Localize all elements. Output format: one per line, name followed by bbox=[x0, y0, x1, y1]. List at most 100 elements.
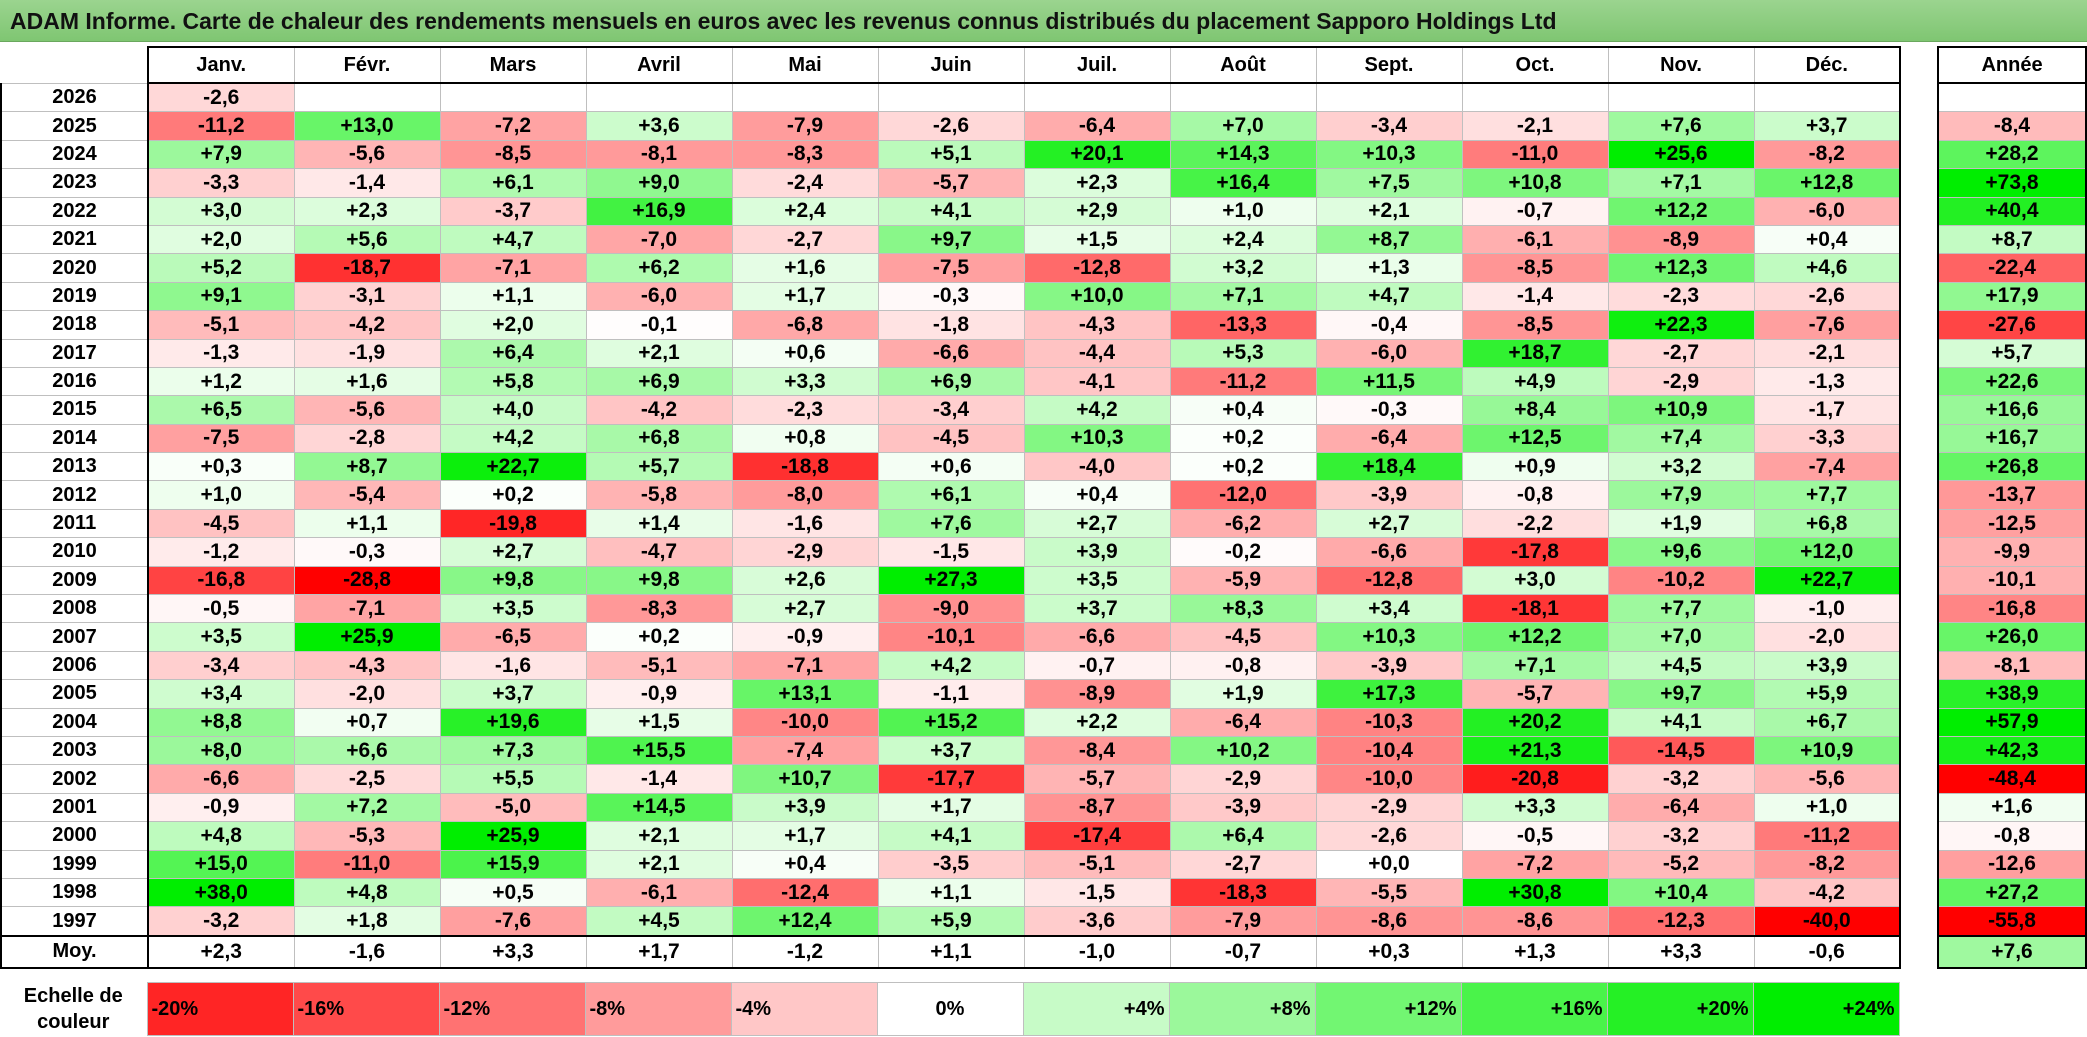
heatmap-cell: -4,2 bbox=[293, 310, 441, 340]
heatmap-cell: +6,2 bbox=[585, 253, 733, 283]
heatmap-cell: -2,0 bbox=[1753, 622, 1901, 652]
heatmap-cell: +3,5 bbox=[147, 622, 295, 652]
heatmap-cell: +3,5 bbox=[439, 594, 587, 624]
header-corner bbox=[1, 47, 149, 83]
heatmap-cell: -1,4 bbox=[1461, 281, 1609, 312]
heatmap-cell: -5,3 bbox=[293, 821, 441, 851]
table-row: 2011 -4,5 +1,1 -19,8 +1,4 -1,6 +7,6 +2,7 -6,2 +2,… bbox=[0, 508, 1901, 539]
table-row: 2009 -16,8 -28,8 +9,8 +9,8 +2,6 +27,3 +3,5 -5,9-… bbox=[0, 565, 1901, 596]
heatmap-cell: +22,7 bbox=[439, 452, 587, 482]
heatmap-cell: +10,2 bbox=[1169, 735, 1317, 766]
heatmap-cell: -5,6 bbox=[293, 395, 441, 425]
heatmap-cell: -3,9 bbox=[1315, 480, 1463, 510]
heatmap-cell: +7,0 bbox=[1607, 622, 1755, 652]
heatmap-cell: +7,6 bbox=[877, 508, 1025, 539]
heatmap-cell: +11,5 bbox=[1315, 366, 1463, 397]
heatmap-cell: +9,0 bbox=[585, 168, 733, 198]
annual-cell: +22,6 bbox=[1937, 366, 2087, 397]
heatmap-cell: +2,4 bbox=[1169, 224, 1317, 255]
heatmap-cell: -11,0 bbox=[293, 849, 441, 879]
heatmap-cell: -0,5 bbox=[1461, 821, 1609, 851]
year-label: 2000 bbox=[0, 821, 149, 851]
table-row: 1997 -3,2 +1,8 -7,6 +4,5 +12,4 +5,9 -3,6 -7,9 -8,… bbox=[0, 906, 1901, 937]
year-label: 2020 bbox=[0, 253, 149, 283]
heatmap-cell: -8,2 bbox=[1753, 849, 1901, 879]
heatmap-cell: +8,3 bbox=[1169, 594, 1317, 624]
table-row: 2003 +8,0 +6,6 +7,3 +15,5 -7,4 +3,7 -8,4 +10,2 -1… bbox=[0, 735, 1901, 766]
heatmap-cell: -5,1 bbox=[147, 310, 295, 340]
heatmap-cell: -5,5 bbox=[1315, 877, 1463, 908]
year-label: 2016 bbox=[0, 366, 149, 397]
heatmap-cell: -8,9 bbox=[1023, 679, 1171, 709]
heatmap-cell: +4,0 bbox=[439, 395, 587, 425]
heatmap-cell: +0,4 bbox=[1169, 395, 1317, 425]
heatmap-cell: +0,9 bbox=[1461, 452, 1609, 482]
heatmap-cell: -7,5 bbox=[147, 423, 295, 454]
table-row: 2006 -3,4 -4,3 -1,6 -5,1 -7,1 +4,2 -0,7 -0,8 -3,9… bbox=[0, 650, 1901, 681]
heatmap-cell: +3,4 bbox=[1315, 594, 1463, 624]
month-header: Avril bbox=[585, 46, 733, 84]
heatmap-cell: -6,4 bbox=[1607, 792, 1755, 823]
heatmap-cell: +4,8 bbox=[293, 877, 441, 908]
heatmap-cell: -4,4 bbox=[1023, 338, 1171, 368]
average-cell: +2,3 bbox=[147, 934, 295, 969]
annual-cell: -8,4 bbox=[1937, 111, 2087, 141]
heatmap-cell: +0,2 bbox=[439, 480, 587, 510]
year-label: 2018 bbox=[0, 310, 149, 340]
month-header: Juil. bbox=[1023, 46, 1171, 84]
heatmap-cell bbox=[1461, 82, 1609, 113]
heatmap-cell: -3,4 bbox=[877, 395, 1025, 425]
heatmap-cell: +1,6 bbox=[731, 253, 879, 283]
scale-swatch: +24% bbox=[1752, 982, 1900, 1036]
heatmap-cell: -10,4 bbox=[1315, 735, 1463, 766]
heatmap-cell: +0,4 bbox=[1023, 480, 1171, 510]
heatmap-cell: +2,1 bbox=[585, 821, 733, 851]
annual-cell: +57,9 bbox=[1937, 707, 2087, 737]
heatmap-cell: -0,8 bbox=[1461, 480, 1609, 510]
heatmap-cell: +2,9 bbox=[1023, 196, 1171, 226]
heatmap-cell: +3,6 bbox=[585, 111, 733, 141]
month-header: Mars bbox=[439, 46, 587, 84]
heatmap-cell: -5,6 bbox=[293, 139, 441, 170]
month-header: Juin bbox=[877, 46, 1025, 84]
heatmap-cell: -4,5 bbox=[877, 423, 1025, 454]
heatmap-cell: +7,1 bbox=[1169, 281, 1317, 312]
heatmap-cell: -2,9 bbox=[1607, 366, 1755, 397]
heatmap-cell: -8,3 bbox=[585, 594, 733, 624]
annual-cell: +38,9 bbox=[1937, 679, 2087, 709]
heatmap-cell: +1,9 bbox=[1169, 679, 1317, 709]
heatmap-cell: +1,2 bbox=[147, 366, 295, 397]
heatmap-cell: +0,3 bbox=[147, 452, 295, 482]
heatmap-cell: +3,3 bbox=[731, 366, 879, 397]
color-scale: Echelle de couleur -20% -16% -12% -8% -4% 0% +4… bbox=[0, 982, 1900, 1036]
heatmap-cell bbox=[731, 82, 879, 113]
heatmap-cell: +17,3 bbox=[1315, 679, 1463, 709]
heatmap-cell: +2,4 bbox=[731, 196, 879, 226]
heatmap-cell: +2,1 bbox=[585, 338, 733, 368]
heatmap-cell: +12,2 bbox=[1461, 622, 1609, 652]
heatmap-cell: +8,0 bbox=[147, 735, 295, 766]
heatmap-cell: -0,8 bbox=[1169, 650, 1317, 681]
heatmap-cell: -6,0 bbox=[1315, 338, 1463, 368]
annual-cell: -48,4 bbox=[1937, 764, 2087, 794]
heatmap-cell: -2,3 bbox=[1607, 281, 1755, 312]
heatmap-cell: -2,9 bbox=[1169, 764, 1317, 794]
heatmap-cell: +10,3 bbox=[1315, 139, 1463, 170]
table-row: 2016 +1,2 +1,6 +5,8 +6,9 +3,3 +6,9 -4,1 -11,2 +11… bbox=[0, 366, 1901, 397]
heatmap-cell: +6,1 bbox=[439, 168, 587, 198]
table-row: 2007 +3,5 +25,9 -6,5 +0,2 -0,9 -10,1 -6,6 -4,5 +1… bbox=[0, 622, 1901, 652]
heatmap-cell: -4,1 bbox=[1023, 366, 1171, 397]
heatmap-cell: -5,1 bbox=[1023, 849, 1171, 879]
heatmap-cell: +8,8 bbox=[147, 707, 295, 737]
heatmap-cell: +5,1 bbox=[877, 139, 1025, 170]
heatmap-cell: +2,3 bbox=[293, 196, 441, 226]
year-label: 2022 bbox=[0, 196, 149, 226]
heatmap-cell: -1,8 bbox=[877, 310, 1025, 340]
heatmap-cell: -2,2 bbox=[1461, 508, 1609, 539]
annual-cell: -55,8 bbox=[1937, 906, 2087, 937]
year-label: 2024 bbox=[0, 139, 149, 170]
heatmap-cell: +4,1 bbox=[877, 821, 1025, 851]
heatmap-cell: -8,5 bbox=[1461, 253, 1609, 283]
year-label: 2019 bbox=[0, 281, 149, 312]
heatmap-cell: +1,1 bbox=[293, 508, 441, 539]
